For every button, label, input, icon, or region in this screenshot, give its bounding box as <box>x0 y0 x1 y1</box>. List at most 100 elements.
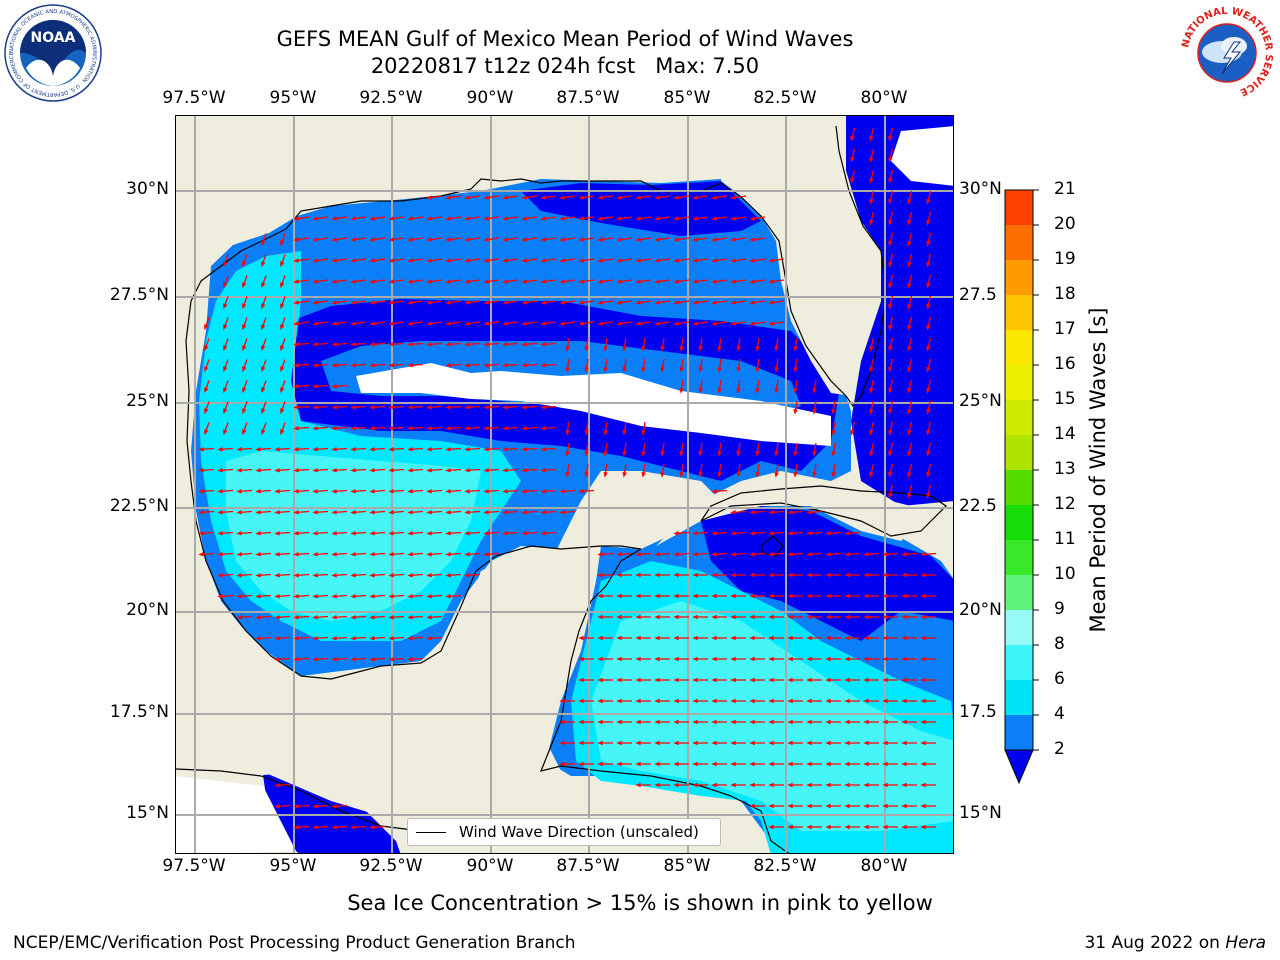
wave-arrow-145 <box>654 279 671 284</box>
wave-arrow-756 <box>768 719 784 725</box>
wave-arrow-617 <box>863 593 879 599</box>
wave-arrow-507 <box>426 531 443 536</box>
wave-arrow-686 <box>407 657 424 662</box>
wave-arrow-109 <box>597 258 614 263</box>
wave-arrow-512 <box>521 531 538 536</box>
wave-arrow-489 <box>559 510 576 515</box>
wave-arrow-328 <box>483 405 500 410</box>
wave-arrow-62 <box>312 237 329 242</box>
wave-arrow-665 <box>673 635 689 641</box>
wave-arrow-154 <box>926 274 932 289</box>
wave-arrow-451 <box>312 489 329 494</box>
wave-arrow-530 <box>312 552 329 557</box>
wave-arrow-337 <box>907 400 913 415</box>
wave-arrow-32 <box>331 216 348 221</box>
wave-arrow-458 <box>445 489 462 494</box>
colorbar-tick-label: 15 <box>1054 389 1076 409</box>
wave-arrow-545 <box>692 552 709 557</box>
wave-arrow-114 <box>692 258 709 263</box>
wave-arrow-704 <box>901 656 917 662</box>
wave-arrow-128 <box>331 279 348 284</box>
wave-arrow-842 <box>787 824 803 830</box>
wave-arrow-368 <box>926 421 932 436</box>
wave-arrow-248 <box>698 337 703 352</box>
wave-arrow-528 <box>274 552 291 557</box>
wave-arrow-464 <box>559 489 576 494</box>
wave-arrow-733 <box>711 698 727 704</box>
wave-arrow-478 <box>350 510 367 515</box>
wave-arrow-194 <box>312 321 329 326</box>
wave-arrow-684 <box>369 657 386 662</box>
wave-arrow-403 <box>869 442 875 457</box>
wave-arrow-251 <box>755 337 760 352</box>
wave-arrow-483 <box>445 510 462 515</box>
wave-arrow-825 <box>331 804 348 809</box>
wave-arrow-203 <box>483 321 500 326</box>
wave-arrow-785 <box>559 761 575 767</box>
colorbar <box>1004 189 1039 785</box>
wave-arrow-153 <box>907 274 913 289</box>
wave-arrow-420 <box>445 468 462 473</box>
land-mask-1 <box>556 471 721 551</box>
wave-arrow-581 <box>768 572 784 578</box>
wave-arrow-649 <box>920 614 936 620</box>
wave-arrow-267 <box>369 363 386 368</box>
wave-arrow-237 <box>483 342 500 347</box>
wave-arrow-407 <box>198 468 215 473</box>
colorbar-title: Mean Period of Wind Waves [s] <box>1086 307 1110 633</box>
colorbar-bin-7 <box>1005 470 1033 505</box>
graticule <box>176 116 953 853</box>
wave-arrow-364 <box>850 421 856 436</box>
wave-arrow-142 <box>597 279 614 284</box>
footer-credit: NCEP/EMC/Verification Post Processing Pr… <box>13 933 576 953</box>
colorbar-bin-4 <box>1005 575 1033 610</box>
lat-label-right: 27.5 <box>959 285 997 305</box>
wave-arrow-423 <box>502 468 519 473</box>
wave-arrow-736 <box>768 698 784 704</box>
wave-arrow-92 <box>280 254 286 268</box>
wave-arrow-517 <box>730 531 747 536</box>
wave-arrow-710 <box>654 677 670 683</box>
wave-arrow-746 <box>578 719 594 725</box>
wave-arrow-441 <box>869 463 875 478</box>
wave-arrow-393 <box>660 442 665 457</box>
wave-arrow-791 <box>673 761 689 767</box>
wave-arrow-482 <box>426 510 443 515</box>
wave-arrow-132 <box>407 279 424 284</box>
wave-arrow-314 <box>223 401 229 415</box>
wave-arrow-351 <box>426 426 443 431</box>
wave-arrow-718 <box>806 677 822 683</box>
wave-arrow-33 <box>350 216 367 221</box>
wave-arrow-838 <box>331 825 348 830</box>
wave-arrow-316 <box>261 401 267 415</box>
wave-arrow-239 <box>521 342 538 347</box>
wave-arrow-446 <box>217 489 234 494</box>
wave-arrow-168 <box>464 300 481 305</box>
wave-arrow-717 <box>787 677 803 683</box>
wave-arrow-67 <box>407 237 424 242</box>
wave-arrow-55 <box>869 211 875 226</box>
wave-arrow-111 <box>635 258 652 263</box>
colorbar-tick-label: 11 <box>1054 529 1076 549</box>
wave-arrow-459 <box>464 489 481 494</box>
wave-arrow-518 <box>749 531 766 536</box>
colorbar-tick-label: 8 <box>1054 634 1065 654</box>
lon-label-bottom: 85°W <box>663 856 711 876</box>
wave-arrow-631 <box>426 615 443 620</box>
wave-arrow-213 <box>673 321 690 326</box>
wave-arrow-373 <box>274 447 291 452</box>
footer-host: Hera <box>1225 933 1266 953</box>
wave-arrow-535 <box>407 552 424 557</box>
wave-arrow-547 <box>730 552 747 557</box>
wave-arrow-54 <box>749 216 766 221</box>
wave-arrow-96 <box>350 258 367 263</box>
wave-arrow-197 <box>369 321 386 326</box>
lon-label-top: 82.5°W <box>753 88 817 108</box>
colorbar-tick-label: 10 <box>1054 564 1076 584</box>
wave-arrow-529 <box>293 552 310 557</box>
wave-arrow-159 <box>293 300 310 305</box>
wave-arrow-99 <box>407 258 424 263</box>
wave-arrow-201 <box>445 321 462 326</box>
wave-arrow-268 <box>388 363 405 368</box>
wave-arrow-238 <box>502 342 519 347</box>
